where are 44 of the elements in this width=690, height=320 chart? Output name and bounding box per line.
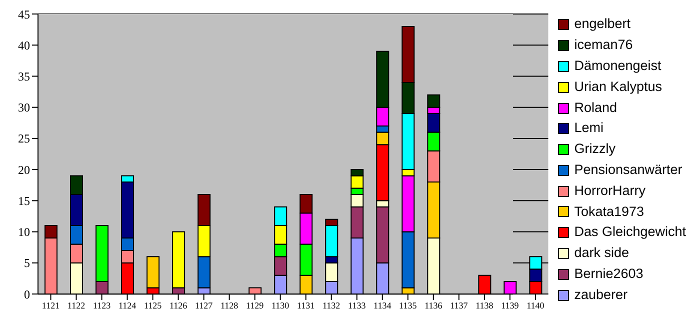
x-tick-label: 1127 bbox=[194, 300, 214, 310]
y-tick-label: 20 bbox=[18, 162, 30, 177]
legend-label: Urian Kalyptus bbox=[574, 78, 662, 96]
x-tick-label: 1131 bbox=[297, 300, 315, 310]
x-tick-label: 1133 bbox=[348, 300, 366, 310]
y-tick-label: 30 bbox=[18, 100, 30, 115]
x-tick-label: 1137 bbox=[450, 300, 468, 310]
legend-label: Grizzly bbox=[574, 140, 616, 158]
x-tick-label: 1121 bbox=[42, 300, 60, 310]
x-tick-label: 1124 bbox=[118, 300, 137, 310]
x-tick-label: 1123 bbox=[92, 300, 112, 310]
y-tick-label: 40 bbox=[18, 38, 30, 52]
x-tick-label: 1126 bbox=[169, 300, 188, 310]
y-tick-label: 15 bbox=[18, 194, 30, 208]
x-tick-label: 1125 bbox=[144, 300, 162, 310]
y-tick-label: 10 bbox=[18, 225, 30, 240]
y-tick-label: 35 bbox=[18, 69, 30, 84]
x-tick-label: 1122 bbox=[67, 300, 86, 310]
x-tick-label: 1135 bbox=[399, 300, 418, 310]
x-tick-label: 1136 bbox=[424, 300, 443, 310]
y-tick-label: 25 bbox=[18, 132, 30, 146]
y-tick-label: 45 bbox=[18, 7, 30, 22]
x-tick-label: 1140 bbox=[526, 300, 545, 310]
x-tick-label: 1134 bbox=[374, 300, 392, 310]
legend-label: Das Gleichgewicht bbox=[574, 223, 686, 242]
y-tick-label: 0 bbox=[24, 287, 30, 302]
legend-label: Tokata1973 bbox=[574, 202, 644, 221]
legend-label: HorrorHarry bbox=[574, 182, 646, 200]
x-tick-label: 1132 bbox=[322, 300, 340, 310]
legend-label: Dämonengeist bbox=[574, 57, 662, 76]
x-tick-label: 1139 bbox=[501, 300, 520, 310]
y-tick-label: 5 bbox=[24, 256, 30, 270]
legend-label: Roland bbox=[574, 98, 617, 117]
legend-label: engelbert bbox=[574, 15, 630, 34]
legend-label: Bernie2603 bbox=[574, 264, 644, 283]
x-tick-label: 1130 bbox=[272, 300, 290, 310]
legend-label: Pensionsanwärter bbox=[574, 161, 682, 179]
legend-label: dark side bbox=[574, 244, 629, 262]
x-tick-label: 1128 bbox=[220, 300, 239, 310]
legend-label: Lemi bbox=[574, 119, 604, 138]
legend-label: zauberer bbox=[574, 286, 628, 304]
x-tick-label: 1138 bbox=[476, 300, 494, 310]
x-tick-label: 1129 bbox=[246, 300, 264, 310]
legend-label: iceman76 bbox=[574, 36, 633, 54]
